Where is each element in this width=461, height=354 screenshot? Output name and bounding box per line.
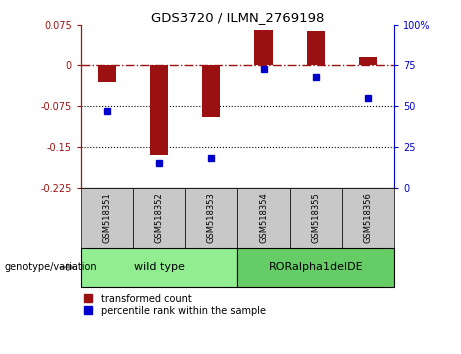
Text: wild type: wild type: [134, 262, 184, 272]
Text: RORalpha1delDE: RORalpha1delDE: [268, 262, 363, 272]
Bar: [307, 31, 325, 65]
Bar: [133, 188, 185, 248]
Text: GSM518353: GSM518353: [207, 192, 216, 243]
Legend: transformed count, percentile rank within the sample: transformed count, percentile rank withi…: [78, 294, 266, 316]
Text: GSM518356: GSM518356: [364, 192, 372, 243]
Text: GSM518354: GSM518354: [259, 192, 268, 243]
Bar: [237, 248, 394, 287]
Bar: [290, 188, 342, 248]
Bar: [237, 188, 290, 248]
Text: GSM518355: GSM518355: [311, 192, 320, 243]
Title: GDS3720 / ILMN_2769198: GDS3720 / ILMN_2769198: [151, 11, 324, 24]
Bar: [342, 188, 394, 248]
Bar: [185, 188, 237, 248]
Bar: [202, 65, 220, 117]
Bar: [81, 188, 133, 248]
Text: genotype/variation: genotype/variation: [5, 262, 97, 272]
Bar: [98, 65, 116, 82]
Bar: [254, 30, 272, 65]
Text: GSM518351: GSM518351: [102, 192, 111, 243]
Bar: [81, 248, 237, 287]
Text: GSM518352: GSM518352: [154, 192, 164, 243]
Bar: [359, 57, 377, 65]
Bar: [150, 65, 168, 155]
